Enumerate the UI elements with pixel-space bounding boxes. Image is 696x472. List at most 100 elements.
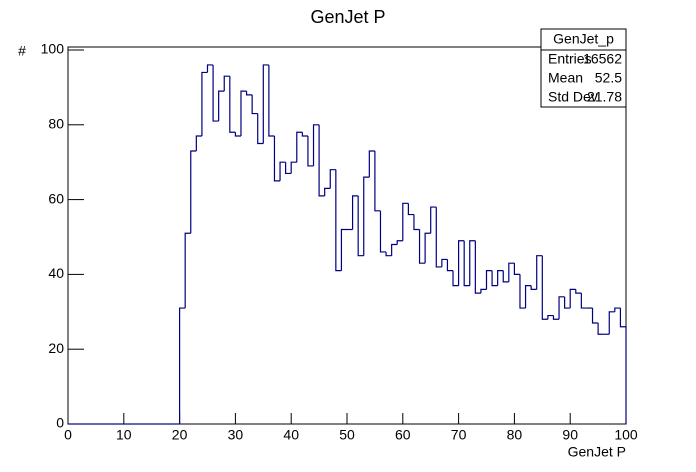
stats-value: 52.5 <box>595 70 622 86</box>
histogram-bin <box>223 75 230 92</box>
histogram-bin <box>335 169 342 272</box>
histogram-bin <box>368 150 375 178</box>
histogram-bin <box>519 274 526 309</box>
histogram-bin <box>430 206 437 234</box>
histogram-bin <box>351 195 359 230</box>
histogram-bin <box>530 285 537 290</box>
histogram-bin <box>435 207 442 268</box>
histogram-bin <box>184 232 191 309</box>
histogram-bin <box>285 162 292 175</box>
histogram-bin <box>463 240 470 287</box>
histogram-bin <box>524 285 532 309</box>
histogram-bin <box>513 263 520 275</box>
histogram-bin <box>318 124 325 197</box>
histogram-bin <box>296 131 303 163</box>
stats-label: Mean <box>548 70 583 86</box>
y-tick-label: 80 <box>48 115 64 131</box>
histogram-bin <box>564 296 571 309</box>
histogram-bin <box>508 262 515 282</box>
y-tick-label: 20 <box>48 340 64 356</box>
histogram-bin <box>279 161 286 181</box>
x-tick-label: 70 <box>451 427 467 443</box>
x-tick-label: 100 <box>614 427 638 443</box>
histogram-bin <box>357 195 364 257</box>
histogram-bin <box>329 169 336 189</box>
y-tick-label: 0 <box>56 415 64 431</box>
histogram-bin <box>234 132 241 137</box>
histogram-bin <box>497 270 504 286</box>
histogram-bin <box>619 308 627 424</box>
histogram-bin <box>363 176 370 256</box>
histogram-bin <box>469 240 476 286</box>
histogram-bin <box>541 255 548 320</box>
x-axis-label: GenJet P <box>568 444 626 460</box>
histogram-bin <box>179 307 186 424</box>
histogram-bin <box>597 323 604 335</box>
histogram-bin <box>591 308 599 324</box>
histogram-bin <box>273 136 281 182</box>
y-tick-label: 100 <box>41 41 65 57</box>
histogram-bin <box>374 150 381 212</box>
x-tick-label: 40 <box>283 427 299 443</box>
histogram-bin <box>391 243 398 256</box>
x-tick-label: 0 <box>64 427 72 443</box>
histogram-bin <box>491 270 498 287</box>
histogram-bin <box>407 203 414 216</box>
histogram-bin <box>424 232 431 264</box>
y-axis-label: # <box>18 43 26 59</box>
histogram-bin <box>290 161 297 174</box>
histogram-bin <box>458 240 465 286</box>
histogram-bin <box>195 135 202 151</box>
histogram-bin <box>485 270 493 290</box>
histogram-bin <box>575 289 582 294</box>
histogram-bin <box>536 255 543 290</box>
stats-label: Entries <box>548 51 592 67</box>
histogram-bin <box>614 307 621 312</box>
histogram-bin <box>402 202 409 241</box>
x-tick-label: 80 <box>507 427 523 443</box>
stats-box <box>540 28 627 108</box>
histogram-bin <box>307 136 314 167</box>
histogram-bin <box>446 259 454 272</box>
histogram-bin <box>218 90 225 122</box>
histogram-bin <box>324 187 331 196</box>
histogram-bin <box>245 91 253 96</box>
histogram-bin <box>502 270 509 283</box>
histogram-bin <box>229 76 236 133</box>
x-tick-label: 60 <box>395 427 411 443</box>
stats-label: Std Dev <box>548 89 598 105</box>
histogram-bin <box>608 311 615 335</box>
histogram-bin <box>552 315 560 320</box>
histogram-bin <box>212 64 219 122</box>
x-tick-label: 20 <box>172 427 188 443</box>
histogram-bin <box>396 240 403 245</box>
histogram-bin <box>558 296 565 320</box>
histogram-bin <box>474 240 481 294</box>
x-tick-label: 50 <box>339 427 355 443</box>
histogram-bin <box>441 258 448 267</box>
chart-title: GenJet P <box>310 7 385 27</box>
y-tick-label: 60 <box>48 190 64 206</box>
histogram-bin <box>257 113 264 145</box>
histogram-bin <box>580 293 587 309</box>
x-tick-label: 10 <box>116 427 132 443</box>
stats-title: GenJet_p <box>553 31 614 47</box>
histogram-bin <box>268 64 275 137</box>
histogram-bin <box>240 90 247 137</box>
histogram-bin <box>312 124 320 166</box>
histogram-bin <box>418 229 426 264</box>
histogram-bin <box>251 94 258 115</box>
histogram-bin <box>452 270 459 287</box>
histogram-bin <box>547 314 554 320</box>
histogram-bin <box>340 228 347 271</box>
y-tick-label: 40 <box>48 265 64 281</box>
histogram-bin <box>206 64 214 73</box>
histogram-bin <box>385 251 392 257</box>
histogram-bin <box>480 288 487 294</box>
histogram-bin <box>301 132 308 137</box>
histogram-bin <box>569 288 576 309</box>
histogram-bin <box>201 71 208 137</box>
stats-value: 21.78 <box>587 89 622 105</box>
x-tick-label: 30 <box>228 427 244 443</box>
